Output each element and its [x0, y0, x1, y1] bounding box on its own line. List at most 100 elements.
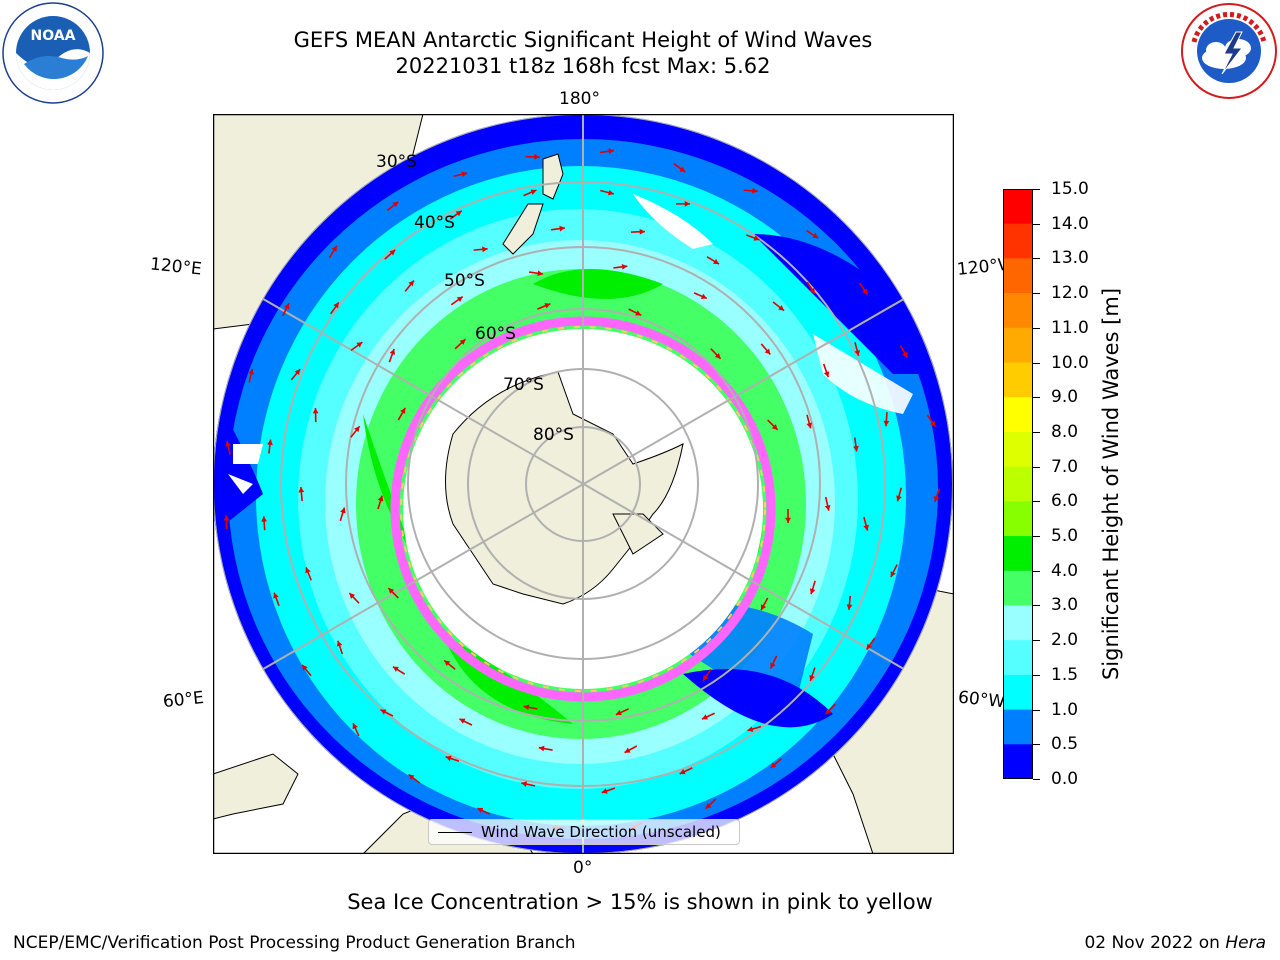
svg-text:NOAA: NOAA: [31, 28, 76, 44]
colorbar-label: Significant Height of Wind Waves [m]: [1099, 287, 1123, 681]
colorbar-band: [1003, 640, 1033, 676]
colorbar-band: [1003, 258, 1033, 294]
colorbar-tick-mark: [1033, 501, 1040, 503]
colorbar: [1003, 189, 1033, 780]
colorbar-tick-label: 12.0: [1051, 283, 1089, 304]
wind-arrow-head: [601, 788, 608, 794]
wind-arrow-head: [929, 420, 936, 427]
colorbar-tick-mark: [1033, 570, 1040, 572]
wind-arrow-head: [635, 310, 642, 316]
wind-arrow-head: [862, 288, 868, 295]
wind-arrow-head: [537, 270, 543, 277]
wind-arrow-head: [761, 604, 767, 611]
wind-arrow-head: [608, 148, 615, 155]
colorbar-tick-mark: [1033, 674, 1040, 676]
wind-arrow-head: [530, 189, 537, 195]
colorbar-band: [1003, 223, 1033, 259]
lat-label-30s: 30°S: [376, 152, 417, 172]
wind-arrow-head: [273, 592, 279, 599]
footer-date-text: 02 Nov 2022 on: [1084, 933, 1226, 953]
colorbar-tick-label: 3.0: [1051, 595, 1079, 616]
wind-arrow-head: [624, 747, 631, 753]
lon-label-60e: 60°E: [162, 687, 205, 713]
colorbar-band: [1003, 709, 1033, 745]
wind-arrow-head: [621, 263, 628, 270]
colorbar-tick-mark: [1033, 709, 1040, 711]
wind-arrow-head: [461, 171, 468, 178]
legend-line-sample: [438, 831, 472, 833]
colorbar-band: [1003, 674, 1033, 711]
wind-arrow-head: [408, 280, 414, 287]
wind-arrow-head: [456, 296, 463, 303]
wind-arrow-head: [863, 524, 869, 531]
wind-arrow-head: [392, 666, 399, 672]
wind-arrow-head: [809, 674, 815, 681]
colorbar-tick-mark: [1033, 605, 1040, 607]
wind-arrow-head: [753, 235, 760, 241]
wind-arrow-head: [933, 496, 940, 503]
wind-arrow-head: [305, 567, 311, 574]
colorbar-tick-label: 0.0: [1051, 769, 1079, 789]
wind-arrow-head: [679, 166, 686, 172]
sea-ice-note: Sea Ice Concentration > 15% is shown in …: [347, 890, 933, 914]
wind-arrow-head: [896, 495, 902, 502]
colorbar-tick-mark: [1033, 466, 1040, 468]
lon-label-180: 180°: [559, 89, 600, 109]
colorbar-tick-mark: [1033, 362, 1040, 364]
colorbar-tick-mark: [1033, 397, 1040, 399]
wind-arrow-head: [771, 424, 778, 430]
wind-arrow-head: [298, 486, 305, 493]
wind-arrow-head: [713, 258, 720, 265]
wind-arrow-head: [747, 726, 754, 732]
wind-arrow-head: [544, 303, 551, 309]
wind-arrow-head: [225, 441, 231, 447]
colorbar-tick-mark: [1033, 536, 1040, 538]
wind-arrow-head: [340, 507, 346, 514]
wind-arrow-head: [459, 718, 466, 724]
wind-arrow-head: [267, 439, 273, 446]
wind-arrow-head: [538, 745, 545, 752]
wind-arrow-head: [806, 422, 813, 429]
national-weather-service-logo: [1180, 2, 1278, 100]
wind-arrow-head: [377, 495, 384, 502]
wind-arrow-head: [455, 210, 462, 217]
colorbar-tick-mark: [1033, 779, 1040, 780]
colorbar-tick-mark: [1033, 189, 1040, 190]
wind-arrow-head: [701, 714, 708, 720]
wind-arrow-head: [482, 246, 488, 253]
wind-arrow-head: [389, 249, 396, 256]
wind-arrow-head: [902, 351, 908, 358]
colorbar-band: [1003, 501, 1033, 537]
lon-label-0: 0°: [573, 858, 593, 878]
wind-arrow-head: [703, 674, 709, 681]
colorbar-tick-label: 1.5: [1051, 664, 1079, 685]
wind-arrow-head: [349, 593, 356, 599]
colorbar-tick-label: 1.0: [1051, 699, 1079, 720]
wind-arrow-head: [352, 723, 358, 730]
lat-label-60s: 60°S: [475, 324, 516, 344]
colorbar-tick-label: 6.0: [1051, 491, 1079, 512]
colorbar-band: [1003, 466, 1033, 502]
noaa-logo: NOAA: [2, 2, 104, 104]
colorbar-band: [1003, 744, 1033, 780]
colorbar-tick-label: 15.0: [1051, 179, 1089, 199]
colorbar-band: [1003, 605, 1033, 641]
wind-arrow-head: [679, 769, 686, 775]
wind-arrow-head: [853, 445, 859, 452]
wind-arrow-head: [866, 643, 873, 650]
wind-arrow-head: [608, 189, 614, 196]
wind-arrow-head: [854, 349, 861, 356]
wind-arrow-head: [261, 516, 267, 522]
colorbar-tick-mark: [1033, 223, 1040, 225]
colorbar-tick-mark: [1033, 640, 1040, 642]
colorbar-band: [1003, 327, 1033, 364]
wind-arrow-head: [333, 302, 339, 309]
colorbar-tick-mark: [1033, 293, 1040, 295]
colorbar-band: [1003, 293, 1033, 329]
lat-label-80s: 80°S: [533, 425, 574, 445]
footer-credit: NCEP/EMC/Verification Post Processing Pr…: [13, 933, 576, 953]
wind-arrow-head: [248, 368, 254, 375]
colorbar-tick-label: 9.0: [1051, 387, 1079, 408]
colorbar-tick-label: 5.0: [1051, 526, 1079, 547]
footer-date: 02 Nov 2022 on Hera: [1084, 933, 1266, 953]
